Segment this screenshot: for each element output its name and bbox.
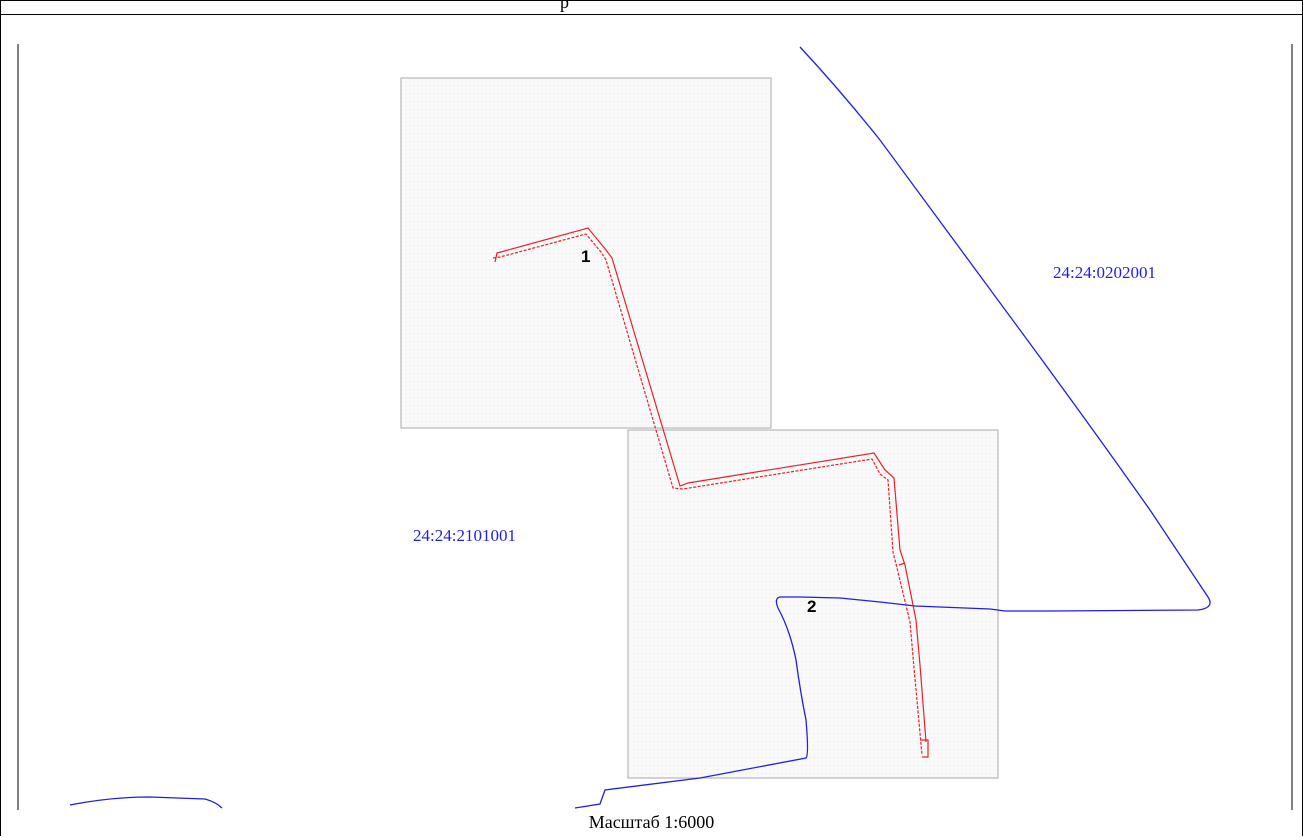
quarter-label-0202001: 24:24:0202001 [1053, 263, 1156, 282]
header-rule [0, 14, 1303, 15]
sheet-number-2: 2 [807, 597, 816, 616]
linear-object-route-tick [898, 562, 929, 758]
sheet-frame-1 [400, 77, 772, 429]
linear-object-route [494, 227, 927, 743]
quarter-label-2101001: 24:24:2101001 [413, 526, 516, 545]
quarter-boundary-southwest [69, 796, 223, 809]
scale-caption: Масштаб 1:6000 [588, 812, 715, 832]
header-fragment: р [560, 0, 569, 12]
sheet-frame-2 [627, 429, 999, 779]
sheet-number-1: 1 [581, 247, 590, 266]
linear-object-route-inner [492, 233, 923, 756]
quarter-boundary-east [574, 46, 1211, 809]
